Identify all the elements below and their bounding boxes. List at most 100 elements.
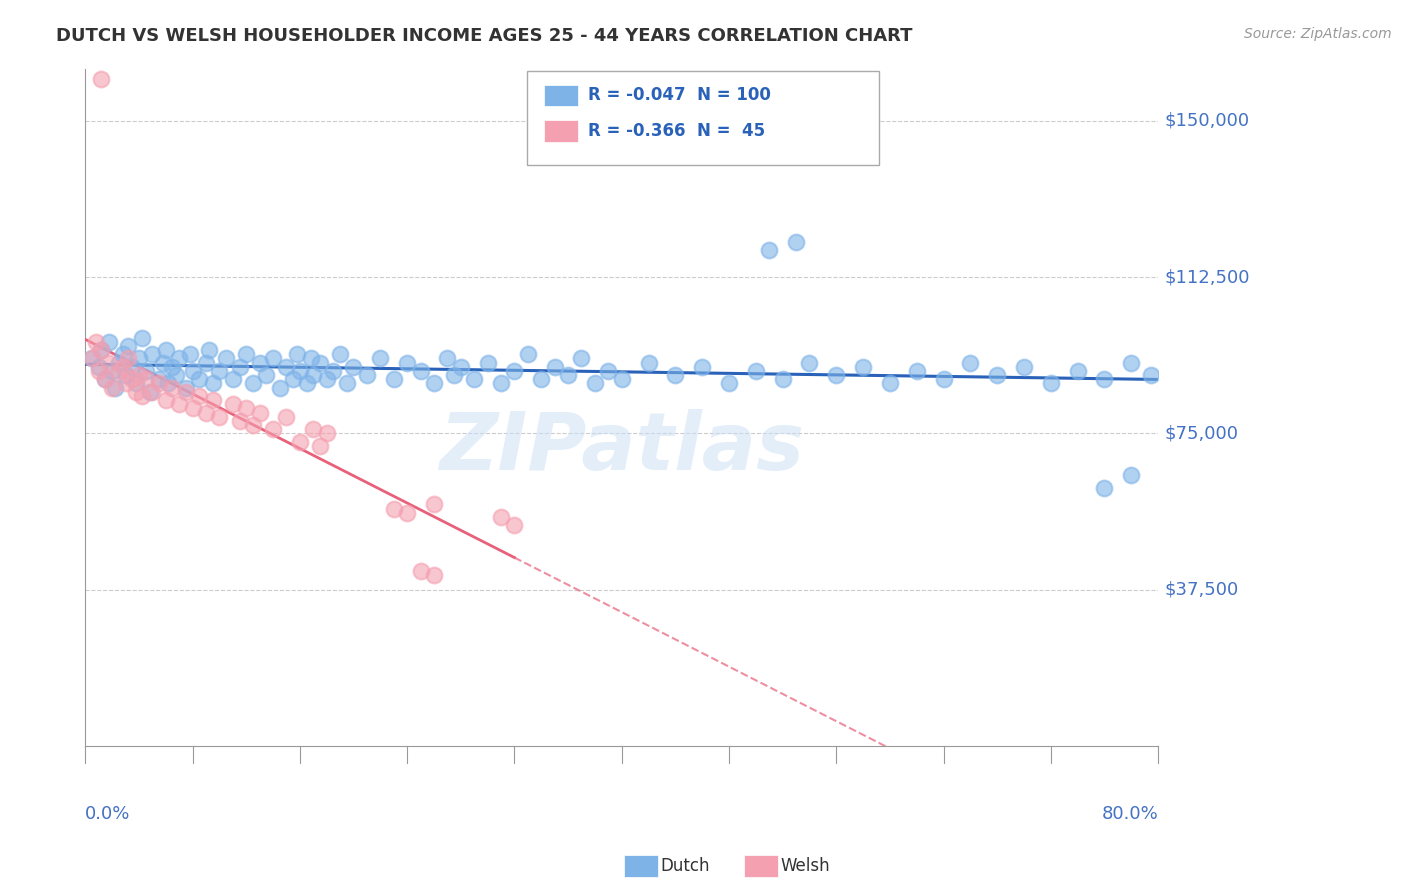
Point xyxy=(111,359,134,374)
Point xyxy=(557,368,579,383)
Point xyxy=(423,497,446,511)
Point xyxy=(80,351,103,366)
Point xyxy=(94,372,117,386)
Point xyxy=(276,409,298,424)
Point xyxy=(329,347,352,361)
Point xyxy=(503,518,526,533)
Point xyxy=(342,359,364,374)
Point xyxy=(181,364,204,378)
Point xyxy=(157,376,180,391)
Point xyxy=(368,351,391,366)
Point xyxy=(155,343,177,357)
Point xyxy=(443,368,465,383)
Text: ZIPatlas: ZIPatlas xyxy=(439,409,804,487)
Point xyxy=(1140,368,1163,383)
Point xyxy=(174,381,197,395)
Point xyxy=(222,397,245,411)
Point xyxy=(135,372,157,386)
Point xyxy=(503,364,526,378)
Point xyxy=(382,501,405,516)
Point xyxy=(84,334,107,349)
Point xyxy=(758,243,780,257)
Point xyxy=(772,372,794,386)
Point xyxy=(276,359,298,374)
Point xyxy=(664,368,686,383)
Point xyxy=(785,235,807,249)
Point xyxy=(188,372,211,386)
Text: Welsh: Welsh xyxy=(780,857,830,875)
Point xyxy=(583,376,606,391)
Point xyxy=(423,568,446,582)
Point xyxy=(450,359,472,374)
Point xyxy=(543,359,565,374)
Point xyxy=(986,368,1008,383)
Point xyxy=(262,351,284,366)
Text: DUTCH VS WELSH HOUSEHOLDER INCOME AGES 25 - 44 YEARS CORRELATION CHART: DUTCH VS WELSH HOUSEHOLDER INCOME AGES 2… xyxy=(56,27,912,45)
Point xyxy=(288,434,311,449)
Point xyxy=(94,372,117,386)
Point xyxy=(108,364,131,378)
Point xyxy=(610,372,633,386)
Point xyxy=(382,372,405,386)
Text: $75,000: $75,000 xyxy=(1164,425,1239,442)
Point xyxy=(530,372,553,386)
Point xyxy=(121,359,143,374)
Point xyxy=(852,359,875,374)
Point xyxy=(197,343,219,357)
Point xyxy=(90,343,112,357)
Point xyxy=(235,347,257,361)
Point xyxy=(269,381,291,395)
Text: 80.0%: 80.0% xyxy=(1101,805,1159,822)
Point xyxy=(288,364,311,378)
Point xyxy=(516,347,538,361)
Point xyxy=(114,368,136,383)
Point xyxy=(825,368,848,383)
Point xyxy=(111,347,134,361)
Point xyxy=(463,372,485,386)
Point xyxy=(477,355,499,369)
Point xyxy=(879,376,901,391)
Text: R = -0.366  N =  45: R = -0.366 N = 45 xyxy=(588,122,765,140)
Point xyxy=(222,372,245,386)
Point xyxy=(1012,359,1035,374)
Point xyxy=(128,368,150,383)
Point xyxy=(745,364,768,378)
Text: $112,500: $112,500 xyxy=(1164,268,1250,286)
Point xyxy=(302,368,325,383)
Point xyxy=(131,389,153,403)
Point xyxy=(98,355,121,369)
Point xyxy=(215,351,238,366)
Point xyxy=(254,368,277,383)
Point xyxy=(201,393,224,408)
Point xyxy=(302,422,325,436)
Point xyxy=(179,347,201,361)
Point xyxy=(90,72,112,87)
Text: $150,000: $150,000 xyxy=(1164,112,1250,129)
Point xyxy=(690,359,713,374)
Point xyxy=(167,351,190,366)
Point xyxy=(336,376,359,391)
Point xyxy=(141,384,163,399)
Text: R = -0.047  N = 100: R = -0.047 N = 100 xyxy=(588,87,770,104)
Point xyxy=(208,364,231,378)
Point xyxy=(138,384,160,399)
Point xyxy=(121,372,143,386)
Point xyxy=(181,401,204,416)
Point xyxy=(104,381,127,395)
Point xyxy=(148,372,170,386)
Point xyxy=(295,376,318,391)
Point xyxy=(309,355,332,369)
Point xyxy=(356,368,378,383)
Point xyxy=(905,364,928,378)
Point xyxy=(98,334,121,349)
Point xyxy=(101,364,124,378)
Point xyxy=(309,439,332,453)
Point xyxy=(299,351,322,366)
Point xyxy=(228,414,250,428)
Point xyxy=(799,355,821,369)
Point xyxy=(108,355,131,369)
Point xyxy=(1094,481,1116,495)
Point xyxy=(162,381,184,395)
Point xyxy=(174,384,197,399)
Point xyxy=(315,372,337,386)
